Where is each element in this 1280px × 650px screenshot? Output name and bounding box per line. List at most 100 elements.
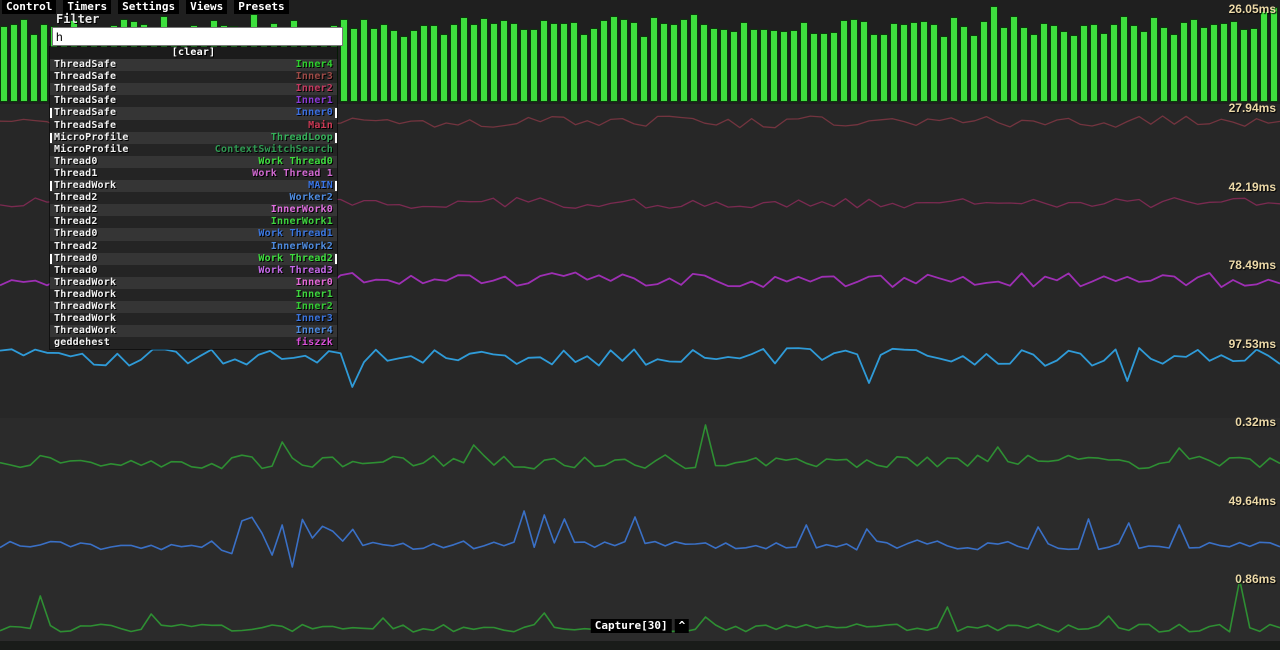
frame-bar xyxy=(750,29,758,102)
frame-bar xyxy=(650,16,658,102)
timer-row[interactable]: ThreadSafe Inner1 xyxy=(50,95,337,108)
timer-row[interactable]: Thread2 InnerWork2 xyxy=(50,240,337,253)
frame-bar xyxy=(710,27,718,102)
clear-filter-item[interactable]: [clear] xyxy=(50,47,337,60)
timer-row[interactable]: ThreadWork MAIN xyxy=(50,180,337,193)
frame-bar xyxy=(350,28,358,102)
frame-bar xyxy=(870,33,878,102)
strip-max-label: 42.19ms xyxy=(1228,180,1276,194)
frame-bar xyxy=(950,16,958,102)
frame-bar xyxy=(920,20,928,102)
timer-name-label: Worker2 xyxy=(289,192,333,204)
frame-bar xyxy=(1030,34,1038,102)
graph-strip-6[interactable]: 49.64ms xyxy=(0,494,1280,575)
frame-bar xyxy=(450,23,458,102)
frame-bar xyxy=(1180,22,1188,102)
timer-row[interactable]: Thread0 Work Thread2 xyxy=(50,252,337,265)
frame-bar xyxy=(470,23,478,102)
frame-bar xyxy=(1130,24,1138,102)
frame-bar xyxy=(1140,30,1148,102)
frame-bar xyxy=(1010,16,1018,102)
timer-row[interactable]: Thread1 Work Thread 1 xyxy=(50,167,337,181)
capture-button[interactable]: Capture[30] xyxy=(590,619,672,633)
timer-name-label: Inner0 xyxy=(295,107,333,119)
frame-bar xyxy=(1100,33,1108,102)
timer-row[interactable]: ThreadWork Inner2 xyxy=(50,300,337,314)
frame-bar xyxy=(830,32,838,102)
timer-group-label: MicroProfile xyxy=(54,131,129,143)
timer-group-label: Thread0 xyxy=(54,252,98,264)
frame-bar xyxy=(1070,34,1078,102)
timer-row[interactable]: ThreadSafe Inner2 xyxy=(50,83,337,96)
menu-item-settings[interactable]: Settings xyxy=(118,0,180,14)
frame-bar xyxy=(1170,33,1178,102)
frame-bar xyxy=(970,34,978,102)
frame-bar xyxy=(1040,22,1048,102)
timer-row[interactable]: ThreadWork Inner1 xyxy=(50,288,337,301)
timer-row[interactable]: Thread2 InnerWork0 xyxy=(50,204,337,217)
timer-name-label: Main xyxy=(308,119,333,131)
bottom-band xyxy=(0,641,1280,650)
timer-row[interactable]: ThreadSafe Inner4 xyxy=(50,59,337,72)
timer-name-label: Work Thread3 xyxy=(258,264,333,276)
timer-name-label: Inner1 xyxy=(295,288,333,300)
frame-bar xyxy=(960,25,968,102)
timer-group-label: Thread1 xyxy=(54,167,98,179)
timer-name-label: Inner2 xyxy=(295,300,333,312)
frame-bar xyxy=(580,34,588,102)
graph-strip-4[interactable]: 97.53ms xyxy=(0,337,1280,418)
timer-row[interactable]: Thread0 Work Thread3 xyxy=(50,264,337,277)
frame-bar xyxy=(1240,29,1248,102)
timer-name-label: MAIN xyxy=(308,180,333,192)
timer-dropdown: [clear] ThreadSafe Inner4 ThreadSafe Inner3… xyxy=(50,47,337,350)
frame-bar xyxy=(540,19,548,102)
timer-row[interactable]: ThreadSafe Inner3 xyxy=(50,71,337,84)
filter-label: Filter xyxy=(56,12,100,26)
frame-bar xyxy=(500,20,508,102)
timer-name-label: Inner1 xyxy=(295,95,333,107)
timer-row[interactable]: ThreadWork Inner0 xyxy=(50,276,337,289)
filter-input[interactable] xyxy=(52,27,343,46)
timer-row[interactable]: MicroProfile ContextSwitchSearch xyxy=(50,143,337,156)
frame-bar xyxy=(10,23,18,102)
timer-row[interactable]: ThreadWork Inner3 xyxy=(50,313,337,326)
frame-bar xyxy=(600,19,608,102)
menu-item-timers[interactable]: Timers xyxy=(63,0,112,14)
frame-bar xyxy=(1000,26,1008,102)
frame-bar xyxy=(490,23,498,102)
frame-bar xyxy=(620,19,628,102)
frame-bar xyxy=(1230,20,1238,102)
frame-bar xyxy=(880,34,888,102)
timer-name-label: Inner4 xyxy=(295,325,333,337)
timer-row[interactable]: Thread0 Work Thread0 xyxy=(50,155,337,168)
frame-bar xyxy=(930,24,938,102)
timer-row[interactable]: Thread0 Work Thread1 xyxy=(50,228,337,241)
timer-name-label: ThreadLoop xyxy=(270,131,333,143)
graph-strip-7[interactable]: 0.86ms xyxy=(0,572,1280,650)
frame-bar xyxy=(720,29,728,102)
frame-bar xyxy=(20,19,28,102)
timer-row[interactable]: Thread2 Worker2 xyxy=(50,192,337,205)
timer-name-label: InnerWork1 xyxy=(270,216,333,228)
capture-controls: Capture[30] ^ xyxy=(590,619,690,633)
timer-row[interactable]: ThreadSafe Main xyxy=(50,119,337,132)
timer-group-label: ThreadWork xyxy=(54,276,117,288)
menu-item-presets[interactable]: Presets xyxy=(234,0,289,14)
capture-caret-button[interactable]: ^ xyxy=(674,619,690,633)
timer-row[interactable]: ThreadWork Inner4 xyxy=(50,325,337,338)
frame-bar xyxy=(480,18,488,102)
timer-name-label: Inner2 xyxy=(295,83,333,95)
frame-bar xyxy=(700,24,708,102)
frame-bar xyxy=(840,19,848,102)
graph-strip-5[interactable]: 0.32ms xyxy=(0,415,1280,497)
frame-bar xyxy=(1260,11,1268,102)
timer-row[interactable]: Thread2 InnerWork1 xyxy=(50,216,337,229)
timer-row[interactable]: ThreadSafe Inner0 xyxy=(50,107,337,120)
frame-bar xyxy=(1050,25,1058,102)
timer-row[interactable]: MicroProfile ThreadLoop xyxy=(50,131,337,144)
timer-rows: ThreadSafe Inner4 ThreadSafe Inner3 ThreadSa… xyxy=(50,59,337,350)
timer-row[interactable]: geddehest fiszzk xyxy=(50,337,337,350)
menu-item-control[interactable]: Control xyxy=(2,0,57,14)
menu-item-views[interactable]: Views xyxy=(186,0,228,14)
